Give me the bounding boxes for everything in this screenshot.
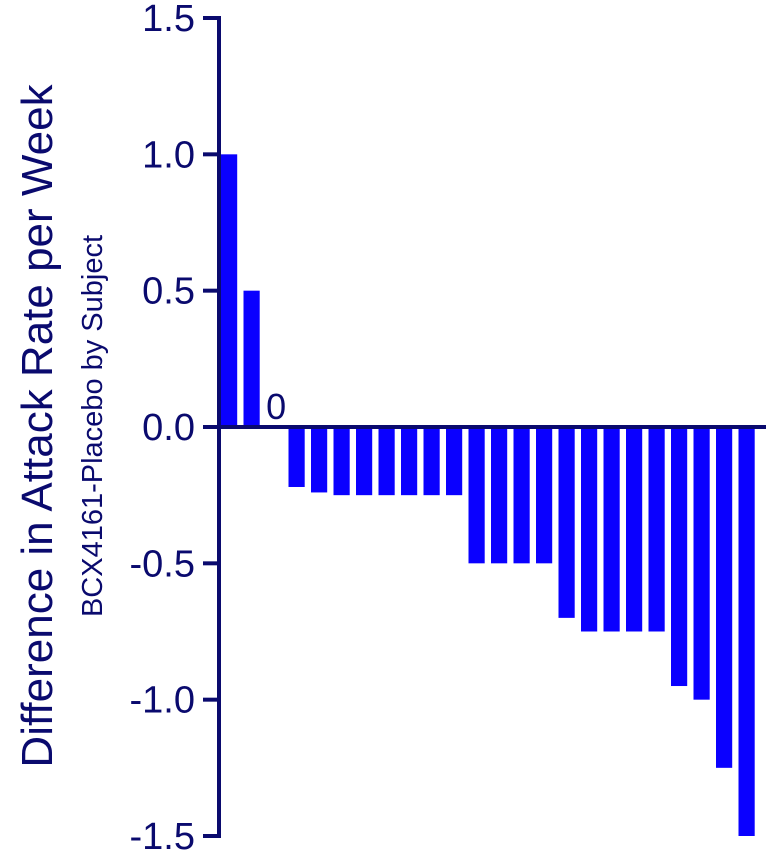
annotations-group: 0 — [266, 386, 286, 427]
bar — [581, 427, 598, 632]
y-tick-label: -1.0 — [130, 680, 195, 722]
bar — [491, 427, 508, 564]
data-label: 0 — [266, 386, 286, 427]
y-tick-label: 0.5 — [142, 271, 195, 313]
bar — [288, 427, 305, 487]
bar — [513, 427, 530, 564]
bar — [221, 154, 238, 427]
bar — [401, 427, 418, 496]
bars-group — [221, 154, 755, 836]
bar — [378, 427, 395, 496]
bar — [648, 427, 665, 632]
y-axis-label: Difference in Attack Rate per Week — [13, 83, 62, 767]
bar — [716, 427, 733, 768]
bar — [243, 290, 260, 427]
bar — [671, 427, 688, 687]
bar — [446, 427, 463, 496]
bar — [558, 427, 575, 618]
bar — [356, 427, 373, 496]
y-tick-label: 1.5 — [142, 0, 195, 40]
bar — [536, 427, 553, 564]
y-tick-label: -1.5 — [130, 816, 195, 858]
bar — [468, 427, 485, 564]
y-axis-title: Difference in Attack Rate per Week BCX41… — [13, 83, 109, 767]
bar — [603, 427, 620, 632]
axes-group: 1.5 1.0 0.5 0.0 -0.5 -1.0 -1.5 — [130, 0, 766, 858]
bar — [693, 427, 710, 700]
bar — [626, 427, 643, 632]
y-axis-sublabel: BCX4161-Placebo by Subject — [77, 235, 109, 617]
bar — [423, 427, 440, 496]
bar — [738, 427, 755, 836]
y-tick-label: 1.0 — [142, 134, 195, 176]
y-tick-label: -0.5 — [130, 543, 195, 585]
y-tick-label: 0.0 — [142, 407, 195, 449]
bar — [311, 427, 328, 493]
bar — [333, 427, 350, 496]
